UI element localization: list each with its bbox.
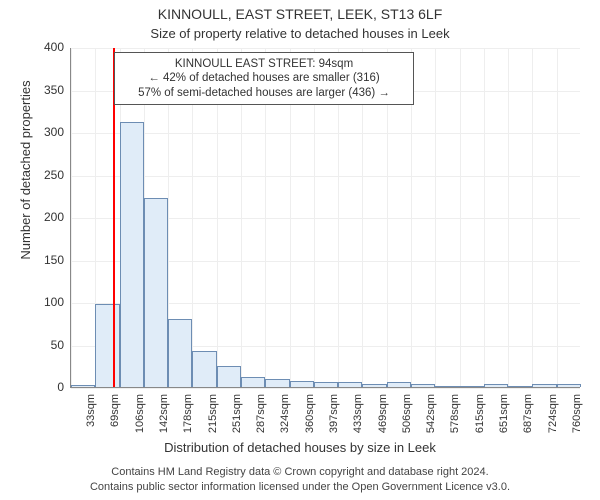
histogram-bar (411, 384, 435, 387)
histogram-bar (338, 382, 362, 387)
gridline-v (484, 48, 485, 387)
histogram-bar (120, 122, 144, 387)
histogram-bar (241, 377, 265, 387)
histogram-bar (192, 351, 216, 387)
x-axis-label: Distribution of detached houses by size … (0, 440, 600, 455)
gridline-v (460, 48, 461, 387)
y-tick-label: 250 (24, 168, 64, 182)
x-tick-label: 469sqm (377, 394, 389, 444)
x-tick-label: 760sqm (571, 394, 583, 444)
x-tick-label: 360sqm (304, 394, 316, 444)
x-tick-label: 724sqm (547, 394, 559, 444)
x-tick-label: 506sqm (401, 394, 413, 444)
chart-subtitle: Size of property relative to detached ho… (0, 26, 600, 41)
histogram-bar (532, 384, 556, 387)
annotation-box: KINNOULL EAST STREET: 94sqm ← 42% of det… (114, 52, 414, 105)
y-tick-label: 150 (24, 253, 64, 267)
histogram-bar (362, 384, 386, 387)
x-tick-label: 651sqm (498, 394, 510, 444)
x-tick-label: 106sqm (134, 394, 146, 444)
gridline-h (71, 48, 580, 49)
histogram-bar (435, 386, 459, 387)
annotation-line-1: KINNOULL EAST STREET: 94sqm (123, 57, 405, 71)
annotation-line-3: 57% of semi-detached houses are larger (… (123, 86, 405, 100)
y-tick-label: 0 (24, 380, 64, 394)
histogram-bar (314, 382, 338, 387)
gridline-h (71, 388, 580, 389)
x-tick-label: 287sqm (255, 394, 267, 444)
footer: Contains HM Land Registry data © Crown c… (0, 465, 600, 494)
gridline-v (71, 48, 72, 387)
y-tick-label: 200 (24, 210, 64, 224)
x-tick-label: 397sqm (328, 394, 340, 444)
x-tick-label: 687sqm (522, 394, 534, 444)
y-tick-label: 300 (24, 125, 64, 139)
histogram-bar (71, 385, 95, 387)
y-tick-label: 350 (24, 83, 64, 97)
x-tick-label: 142sqm (158, 394, 170, 444)
x-tick-label: 578sqm (449, 394, 461, 444)
x-tick-label: 69sqm (109, 394, 121, 444)
x-tick-label: 433sqm (352, 394, 364, 444)
x-tick-label: 542sqm (425, 394, 437, 444)
footer-line-2: Contains public sector information licen… (0, 480, 600, 494)
x-tick-label: 33sqm (85, 394, 97, 444)
annotation-line-2: ← 42% of detached houses are smaller (31… (123, 71, 405, 85)
histogram-bar (144, 198, 168, 387)
histogram-bar (508, 386, 532, 387)
histogram-bar (217, 366, 241, 387)
histogram-bar (168, 319, 192, 387)
gridline-h (71, 133, 580, 134)
x-tick-label: 215sqm (207, 394, 219, 444)
x-tick-label: 324sqm (279, 394, 291, 444)
chart-title: KINNOULL, EAST STREET, LEEK, ST13 6LF (0, 6, 600, 22)
y-tick-label: 400 (24, 40, 64, 54)
histogram-bar (387, 382, 411, 387)
histogram-bar (460, 386, 484, 387)
histogram-bar (265, 379, 289, 388)
histogram-bar (290, 381, 314, 387)
x-tick-label: 251sqm (231, 394, 243, 444)
gridline-v (435, 48, 436, 387)
y-tick-label: 50 (24, 338, 64, 352)
histogram-bar (95, 304, 119, 387)
gridline-v (508, 48, 509, 387)
footer-line-1: Contains HM Land Registry data © Crown c… (0, 465, 600, 479)
gridline-v (557, 48, 558, 387)
gridline-v (532, 48, 533, 387)
x-tick-label: 615sqm (474, 394, 486, 444)
y-tick-label: 100 (24, 295, 64, 309)
gridline-h (71, 176, 580, 177)
x-tick-label: 178sqm (182, 394, 194, 444)
histogram-bar (484, 384, 508, 387)
histogram-bar (557, 384, 581, 387)
